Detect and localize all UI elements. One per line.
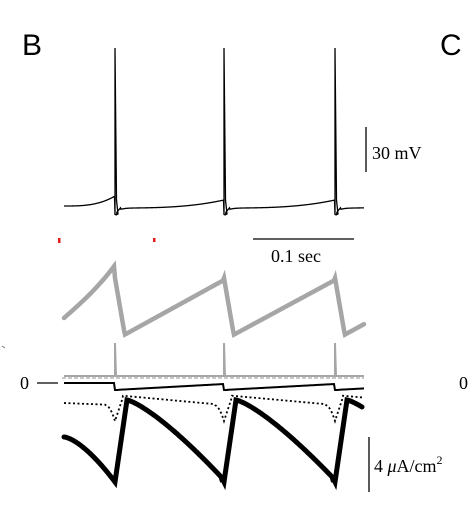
time-scale-label: 0.1 sec xyxy=(271,246,321,266)
dotted-current xyxy=(63,394,365,424)
stimulus-mark xyxy=(58,238,61,243)
zero-label-right: 0 xyxy=(459,373,468,393)
thick-black-current xyxy=(61,397,365,491)
black-current-near-zero xyxy=(64,382,365,391)
gray-slow-trace xyxy=(61,260,367,338)
panel-letter-c: C xyxy=(440,29,462,62)
voltage-trace xyxy=(64,47,365,216)
zero-label-left: 0 xyxy=(20,373,29,393)
edge-mark xyxy=(1,345,6,349)
gray-spike-current xyxy=(64,342,364,377)
current-scale-label: 4 μA/cm2 xyxy=(374,453,443,476)
stimulus-mark xyxy=(153,238,156,242)
voltage-scale-label: 30 mV xyxy=(372,143,422,163)
panel-letter-b: B xyxy=(22,29,42,62)
